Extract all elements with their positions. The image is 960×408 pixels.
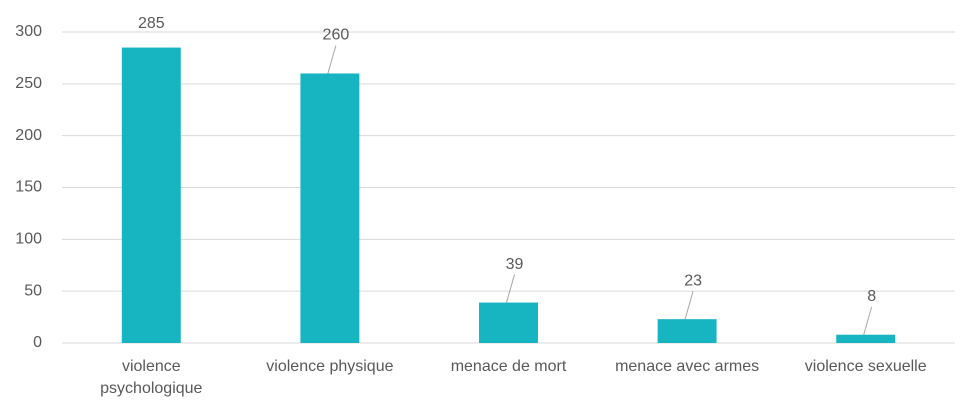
x-tick-label: violence psychologique [100, 358, 202, 397]
y-tick-label: 300 [15, 23, 42, 40]
leader-line [506, 274, 515, 303]
bar [479, 302, 538, 343]
x-tick-label: violence sexuelle [805, 358, 927, 375]
y-tick-label: 0 [33, 334, 42, 351]
y-tick-label: 250 [15, 75, 42, 92]
x-tick-label: violence physique [266, 358, 393, 375]
leader-line [684, 291, 694, 320]
leader-line [863, 306, 873, 335]
data-label: 285 [138, 15, 165, 32]
bar [657, 319, 717, 343]
data-label: 39 [506, 256, 524, 273]
data-label: 260 [323, 27, 350, 44]
data-label: 23 [684, 272, 702, 289]
y-tick-label: 50 [24, 282, 42, 299]
y-tick-label: 150 [15, 179, 42, 196]
bar [300, 73, 360, 343]
y-tick-label: 100 [15, 231, 42, 248]
bar [121, 47, 181, 344]
y-tick-label: 200 [15, 127, 42, 144]
x-tick-label: menace avec armes [615, 358, 759, 375]
x-tick-label: menace de mort [451, 358, 567, 375]
bar [836, 334, 896, 343]
leader-line [327, 45, 337, 74]
data-label: 8 [867, 288, 876, 305]
